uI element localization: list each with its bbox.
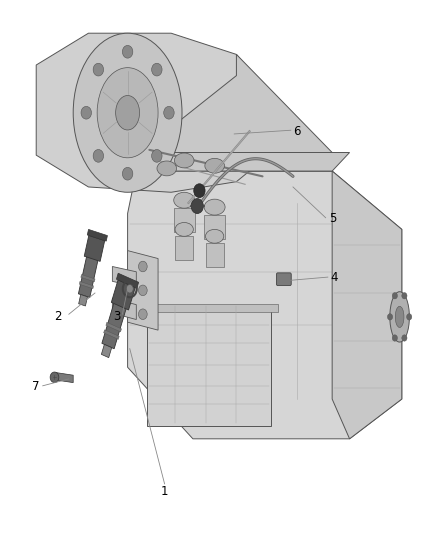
Ellipse shape (204, 199, 225, 215)
Polygon shape (104, 330, 119, 340)
Circle shape (392, 335, 397, 341)
Ellipse shape (116, 95, 140, 130)
Polygon shape (111, 280, 135, 310)
FancyBboxPatch shape (276, 273, 291, 286)
Circle shape (93, 149, 104, 162)
Ellipse shape (205, 158, 224, 173)
Circle shape (93, 63, 104, 76)
Polygon shape (101, 344, 112, 358)
Text: 1: 1 (161, 486, 168, 498)
Text: 4: 4 (331, 271, 338, 284)
Ellipse shape (97, 68, 158, 158)
Polygon shape (113, 298, 136, 319)
Circle shape (126, 285, 133, 293)
Text: 2: 2 (54, 310, 62, 324)
Polygon shape (332, 171, 402, 439)
Polygon shape (127, 251, 158, 330)
Text: 3: 3 (113, 310, 120, 324)
Circle shape (152, 63, 162, 76)
Polygon shape (147, 309, 271, 425)
Circle shape (138, 261, 147, 272)
Circle shape (152, 149, 162, 162)
Polygon shape (81, 274, 95, 282)
Ellipse shape (157, 161, 177, 176)
Circle shape (81, 107, 92, 119)
Polygon shape (204, 215, 225, 239)
Ellipse shape (395, 306, 404, 327)
Polygon shape (87, 229, 107, 241)
Circle shape (164, 107, 174, 119)
Ellipse shape (73, 33, 182, 192)
Polygon shape (136, 152, 350, 171)
Circle shape (50, 372, 59, 383)
Polygon shape (106, 322, 121, 332)
Polygon shape (174, 208, 194, 232)
Ellipse shape (174, 153, 194, 168)
Ellipse shape (390, 292, 410, 342)
Polygon shape (84, 236, 105, 261)
Ellipse shape (174, 192, 194, 208)
Circle shape (402, 335, 407, 341)
Circle shape (122, 45, 133, 58)
Circle shape (138, 309, 147, 319)
Circle shape (122, 167, 133, 180)
Polygon shape (79, 295, 88, 306)
Polygon shape (175, 236, 193, 260)
Polygon shape (136, 54, 332, 171)
Circle shape (138, 285, 147, 296)
Polygon shape (36, 33, 262, 192)
Circle shape (191, 199, 203, 214)
Polygon shape (79, 281, 94, 289)
Polygon shape (141, 304, 278, 312)
Polygon shape (117, 273, 139, 288)
Ellipse shape (175, 222, 193, 236)
Circle shape (388, 314, 392, 320)
Ellipse shape (205, 229, 224, 243)
Circle shape (406, 314, 412, 320)
Polygon shape (127, 171, 402, 439)
Text: 6: 6 (293, 125, 301, 138)
Circle shape (402, 293, 407, 299)
Polygon shape (102, 301, 127, 349)
Polygon shape (56, 373, 73, 383)
Text: 7: 7 (32, 381, 39, 393)
Polygon shape (205, 243, 224, 267)
Polygon shape (113, 266, 136, 287)
Circle shape (392, 293, 397, 299)
Polygon shape (78, 255, 99, 297)
Circle shape (194, 184, 205, 198)
Text: 5: 5 (329, 212, 337, 225)
